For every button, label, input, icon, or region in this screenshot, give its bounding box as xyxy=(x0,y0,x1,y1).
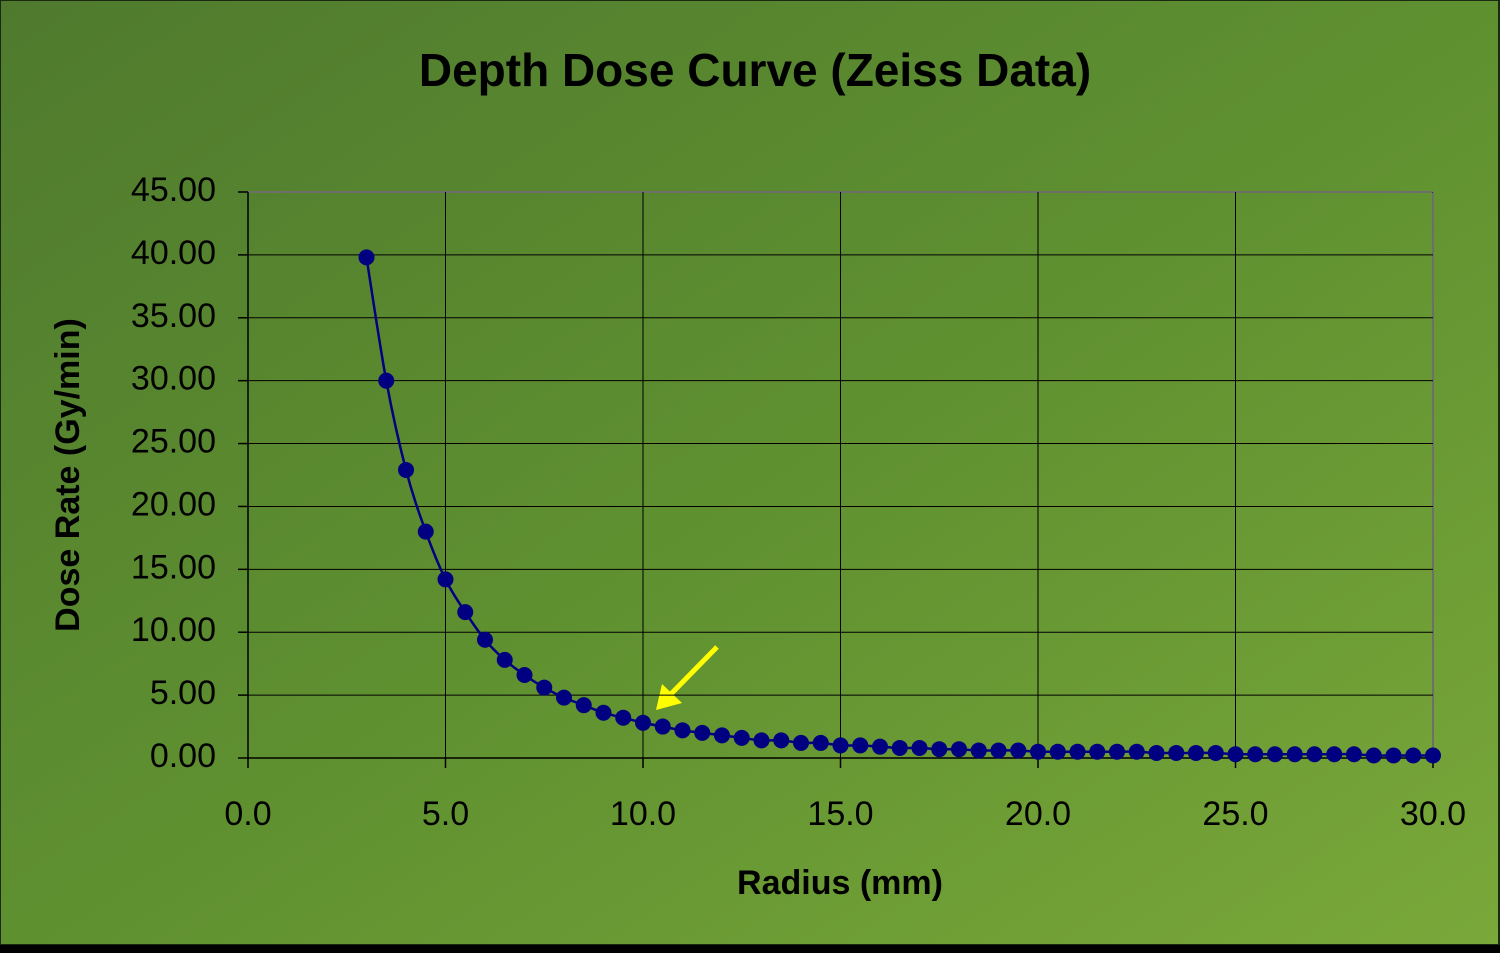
data-point xyxy=(951,741,967,757)
data-point xyxy=(655,719,671,735)
data-point xyxy=(734,730,750,746)
y-tick-label: 40.00 xyxy=(131,234,216,272)
data-point xyxy=(931,741,947,757)
y-tick-label: 0.00 xyxy=(150,737,216,775)
data-point xyxy=(635,715,651,731)
data-point xyxy=(418,524,434,540)
data-point xyxy=(517,667,533,683)
x-tick-label: 25.0 xyxy=(1202,795,1268,833)
data-point xyxy=(1267,746,1283,762)
x-tick-label: 10.0 xyxy=(610,795,676,833)
data-point xyxy=(1050,744,1066,760)
data-point xyxy=(793,735,809,751)
y-tick-label: 35.00 xyxy=(131,297,216,335)
data-point xyxy=(872,739,888,755)
data-point xyxy=(1168,745,1184,761)
x-tick-label: 30.0 xyxy=(1400,795,1466,833)
data-point xyxy=(1149,745,1165,761)
y-tick-label: 45.00 xyxy=(131,171,216,209)
data-point xyxy=(1405,747,1421,763)
x-tick-label: 5.0 xyxy=(422,795,469,833)
data-point xyxy=(398,462,414,478)
x-tick-label: 20.0 xyxy=(1005,795,1071,833)
y-axis-label: Dose Rate (Gy/min) xyxy=(49,318,87,632)
data-point xyxy=(596,705,612,721)
data-point xyxy=(1247,746,1263,762)
data-point xyxy=(497,652,513,668)
data-point xyxy=(438,571,454,587)
data-point xyxy=(675,722,691,738)
bottom-bar xyxy=(0,945,1500,953)
data-point xyxy=(1366,747,1382,763)
data-point xyxy=(536,680,552,696)
data-point xyxy=(615,710,631,726)
data-point xyxy=(1425,747,1441,763)
chart: Depth Dose Curve (Zeiss Data) Radius (mm… xyxy=(0,0,1500,953)
y-tick-label: 15.00 xyxy=(131,548,216,586)
data-point xyxy=(1307,746,1323,762)
data-point xyxy=(1208,745,1224,761)
x-tick-label: 15.0 xyxy=(807,795,873,833)
data-point xyxy=(1030,744,1046,760)
data-point xyxy=(1070,744,1086,760)
data-point xyxy=(773,732,789,748)
data-point xyxy=(833,737,849,753)
data-point xyxy=(378,373,394,389)
data-point xyxy=(457,604,473,620)
data-point xyxy=(576,697,592,713)
data-point xyxy=(892,740,908,756)
x-tick-label: 0.0 xyxy=(224,795,271,833)
data-point xyxy=(359,249,375,265)
data-point xyxy=(813,735,829,751)
data-point xyxy=(1129,744,1145,760)
data-point xyxy=(1188,745,1204,761)
y-tick-label: 10.00 xyxy=(131,611,216,649)
data-point xyxy=(991,742,1007,758)
y-tick-label: 20.00 xyxy=(131,485,216,523)
y-tick-label: 30.00 xyxy=(131,360,216,398)
data-point xyxy=(556,690,572,706)
y-tick-label: 25.00 xyxy=(131,423,216,461)
data-point xyxy=(1109,744,1125,760)
data-point xyxy=(1326,746,1342,762)
data-point xyxy=(971,742,987,758)
data-point xyxy=(912,740,928,756)
data-point xyxy=(1346,746,1362,762)
chart-title: Depth Dose Curve (Zeiss Data) xyxy=(419,44,1091,96)
data-point xyxy=(1089,744,1105,760)
data-point xyxy=(1010,742,1026,758)
y-tick-label: 5.00 xyxy=(150,674,216,712)
data-point xyxy=(1287,746,1303,762)
data-point xyxy=(1228,746,1244,762)
data-point xyxy=(694,725,710,741)
data-point xyxy=(477,632,493,648)
x-axis-label: Radius (mm) xyxy=(737,864,943,902)
data-point xyxy=(714,727,730,743)
data-point xyxy=(754,732,770,748)
data-point xyxy=(852,737,868,753)
data-point xyxy=(1386,747,1402,763)
